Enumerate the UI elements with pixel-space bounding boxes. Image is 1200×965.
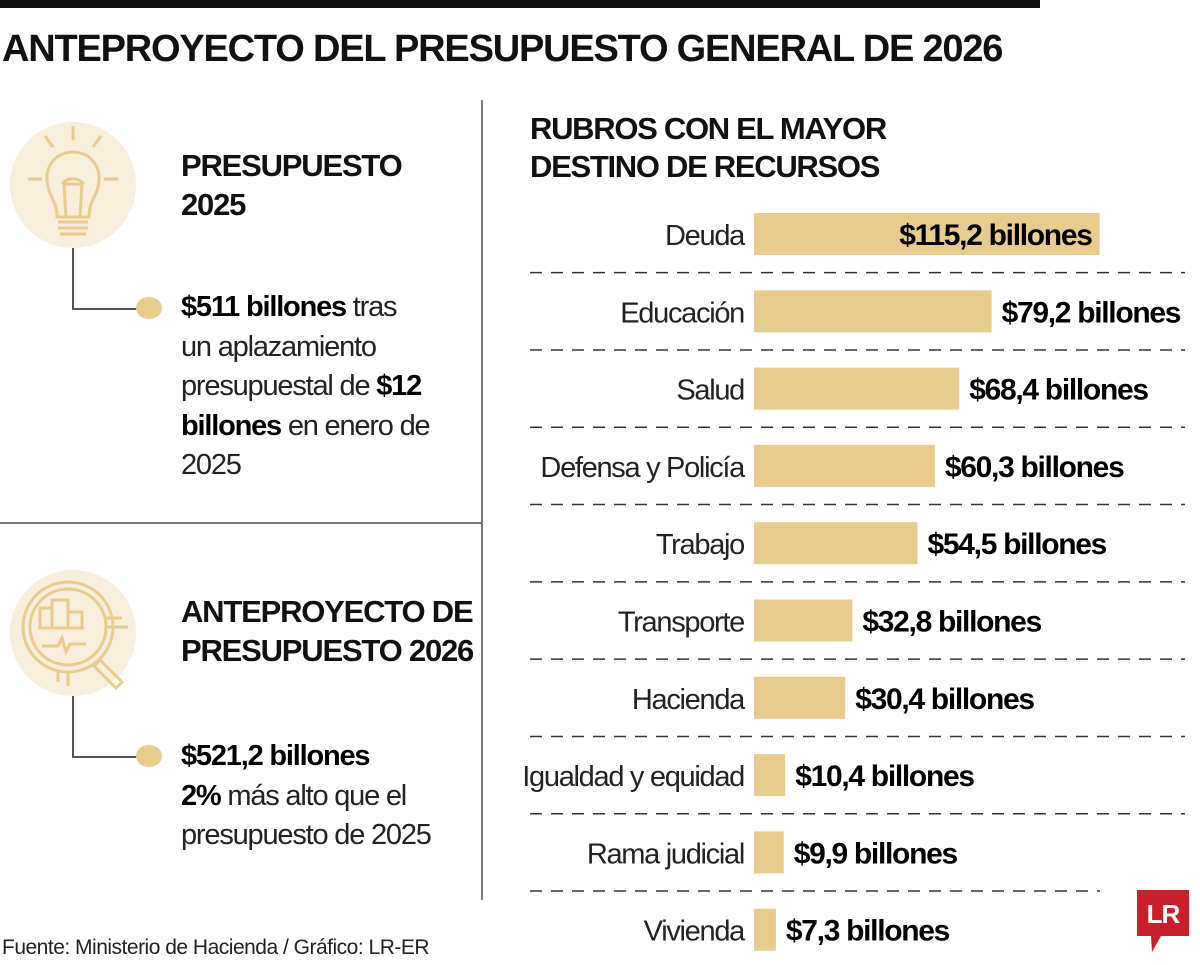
value-label: $68,4 billones <box>969 374 1148 407</box>
value-label: $115,2 billones <box>899 219 1092 252</box>
value-label: $9,9 billones <box>794 837 958 870</box>
source-note: Fuente: Ministerio de Hacienda / Gráfico… <box>2 936 430 959</box>
value-label: $32,8 billones <box>862 606 1041 639</box>
vertical-divider <box>481 100 483 900</box>
value-label: $30,4 billones <box>855 683 1034 716</box>
category-label: Educación <box>620 297 744 329</box>
panel-2026-heading: ANTEPROYECTO DE PRESUPUESTO 2026 <box>181 594 474 668</box>
panel-2025-heading: PRESUPUESTO 2025 <box>181 148 403 222</box>
value-label: $79,2 billones <box>1002 296 1181 329</box>
bar <box>754 290 992 333</box>
value-label: $60,3 billones <box>945 451 1124 484</box>
category-label: Trabajo <box>656 529 744 561</box>
bar <box>754 367 960 410</box>
chart-title: RUBROS CON EL MAYOR DESTINO DE RECURSOS <box>530 111 887 184</box>
bullet-dot <box>136 745 162 767</box>
value-label: $7,3 billones <box>786 915 950 948</box>
value-label: $10,4 billones <box>795 760 974 793</box>
category-label: Igualdad y equidad <box>522 761 744 793</box>
page-title: ANTEPROYECTO DEL PRESUPUESTO GENERAL DE … <box>2 28 1003 70</box>
svg-text:LR: LR <box>1147 899 1181 929</box>
category-label: Vivienda <box>644 916 746 948</box>
category-label: Rama judicial <box>587 838 744 870</box>
lightbulb-icon <box>10 122 136 248</box>
lr-logo: LR <box>1137 890 1189 959</box>
bar <box>754 599 853 642</box>
bar <box>754 908 776 951</box>
category-label: Defensa y Policía <box>540 452 746 484</box>
connector-line <box>72 696 142 758</box>
bar <box>754 213 1100 255</box>
panel-2026-text: $521,2 billones 2% más alto que el presup… <box>181 740 432 851</box>
category-label: Transporte <box>618 607 744 639</box>
category-label: Hacienda <box>632 684 746 716</box>
horizontal-divider <box>0 522 482 524</box>
top-rule <box>0 0 1040 8</box>
value-label: $54,5 billones <box>928 528 1107 561</box>
bullet-dot <box>136 297 162 319</box>
bar <box>754 754 786 797</box>
category-label: Deuda <box>665 220 746 252</box>
bar <box>754 522 918 565</box>
bar <box>754 444 935 487</box>
category-label: Salud <box>676 375 744 407</box>
bar <box>754 676 846 719</box>
panel-2025-text: $511 billones tras un aplazamiento presu… <box>181 291 431 481</box>
bar <box>754 831 784 874</box>
connector-line <box>72 248 142 310</box>
magnifier-chart-icon <box>10 570 136 696</box>
